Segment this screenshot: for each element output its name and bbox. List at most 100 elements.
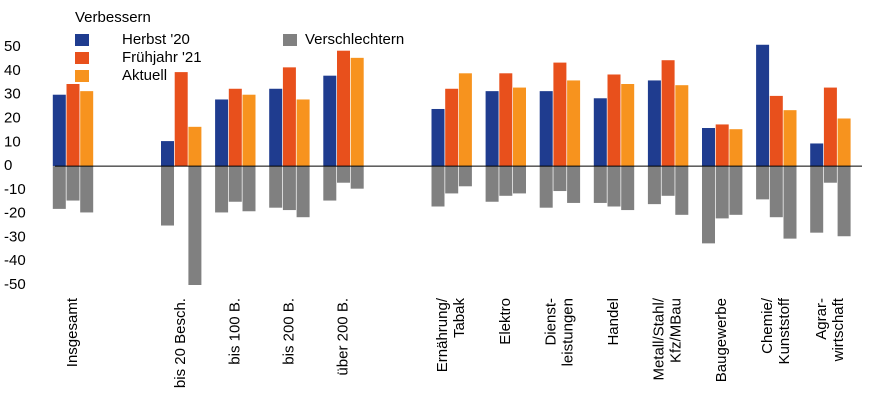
bar <box>296 166 310 218</box>
bar <box>350 166 364 189</box>
legend-label: Verschlechtern <box>305 31 404 48</box>
bar <box>593 166 607 203</box>
bar <box>837 118 851 167</box>
bar <box>499 166 513 196</box>
bar <box>647 80 661 167</box>
bar <box>553 166 567 192</box>
x-tick-label: Metall/Stahl/ <box>651 297 668 380</box>
x-tick-label: Tabak <box>451 298 468 339</box>
bar <box>52 94 66 167</box>
x-tick-label: Agrar- <box>813 298 830 340</box>
x-tick-label: leistungen <box>559 298 576 366</box>
bar <box>431 108 445 167</box>
legend-label: Aktuell <box>122 67 167 84</box>
bar <box>769 95 783 167</box>
bar <box>458 166 472 187</box>
x-tick-label: Insgesamt <box>64 297 81 367</box>
y-tick-label: -50 <box>4 276 26 293</box>
bar <box>702 166 715 244</box>
bar <box>647 166 661 205</box>
bar <box>350 57 364 167</box>
bar <box>621 84 635 167</box>
bar <box>337 166 350 183</box>
y-tick-label: 40 <box>4 62 21 79</box>
bar <box>485 91 499 167</box>
y-tick-label: 0 <box>4 157 12 174</box>
bar <box>756 44 770 167</box>
bar <box>161 166 174 226</box>
bar <box>228 88 242 167</box>
bar <box>215 99 229 167</box>
bar <box>675 85 689 167</box>
y-tick-label: 20 <box>4 109 21 126</box>
bar <box>269 166 283 208</box>
y-tick-label: 10 <box>4 133 21 150</box>
legend-label: Frühjahr '21 <box>122 49 202 66</box>
bar <box>567 166 581 203</box>
bar <box>593 98 607 167</box>
bar <box>810 143 824 167</box>
bar <box>215 166 229 213</box>
legend-swatch <box>75 52 89 64</box>
x-tick-label: bis 20 Besch. <box>172 298 189 388</box>
bar <box>513 166 526 194</box>
bar <box>783 166 797 239</box>
x-tick-label: Kfz/MBau <box>668 298 685 363</box>
bar <box>783 110 797 167</box>
x-tick-label: Kunststoff <box>776 297 793 364</box>
bar <box>661 60 675 167</box>
bar <box>485 166 499 202</box>
x-tick-label: Ernährung/ <box>434 297 451 372</box>
bar <box>282 67 296 167</box>
bar <box>282 166 296 211</box>
y-tick-label: 30 <box>4 86 21 103</box>
bar <box>607 166 621 207</box>
x-tick-label: bis 200 B. <box>280 298 297 365</box>
legend-swatch <box>283 34 297 46</box>
bar <box>323 75 337 167</box>
bar <box>567 80 581 167</box>
bar <box>756 166 770 200</box>
legend-label: Herbst '20 <box>122 31 190 48</box>
bar <box>539 166 553 208</box>
bar <box>269 88 283 167</box>
bar <box>837 166 851 237</box>
bar <box>513 87 526 167</box>
x-tick-label: Dienst- <box>542 298 559 346</box>
bar <box>499 73 513 167</box>
x-tick-label: Baugewerbe <box>713 298 730 382</box>
bar <box>80 166 94 213</box>
legend-swatch <box>75 34 89 46</box>
bar <box>539 91 553 167</box>
bar <box>729 166 743 215</box>
bar <box>553 62 567 167</box>
bar <box>702 128 715 167</box>
bar <box>174 72 188 167</box>
bar <box>810 166 824 233</box>
bar <box>621 166 635 211</box>
bar <box>445 88 459 167</box>
bar <box>228 166 242 202</box>
bar <box>769 166 783 218</box>
bar <box>715 124 729 167</box>
bar <box>823 166 837 183</box>
legend-swatch <box>75 70 89 82</box>
bar <box>242 166 256 212</box>
bar <box>661 166 675 196</box>
bar <box>188 166 202 285</box>
bar <box>823 87 837 167</box>
y-tick-label: 50 <box>4 38 21 55</box>
bar <box>607 74 621 167</box>
bar <box>458 73 472 167</box>
bar <box>242 94 256 167</box>
bar <box>323 166 337 201</box>
bar <box>445 166 459 194</box>
bar <box>337 50 350 167</box>
x-tick-label: über 200 B. <box>334 298 351 376</box>
bar <box>296 99 310 167</box>
bar <box>715 166 729 219</box>
y-tick-label: -40 <box>4 252 26 269</box>
x-tick-label: bis 100 B. <box>226 298 243 365</box>
x-tick-label: Elektro <box>497 298 514 345</box>
